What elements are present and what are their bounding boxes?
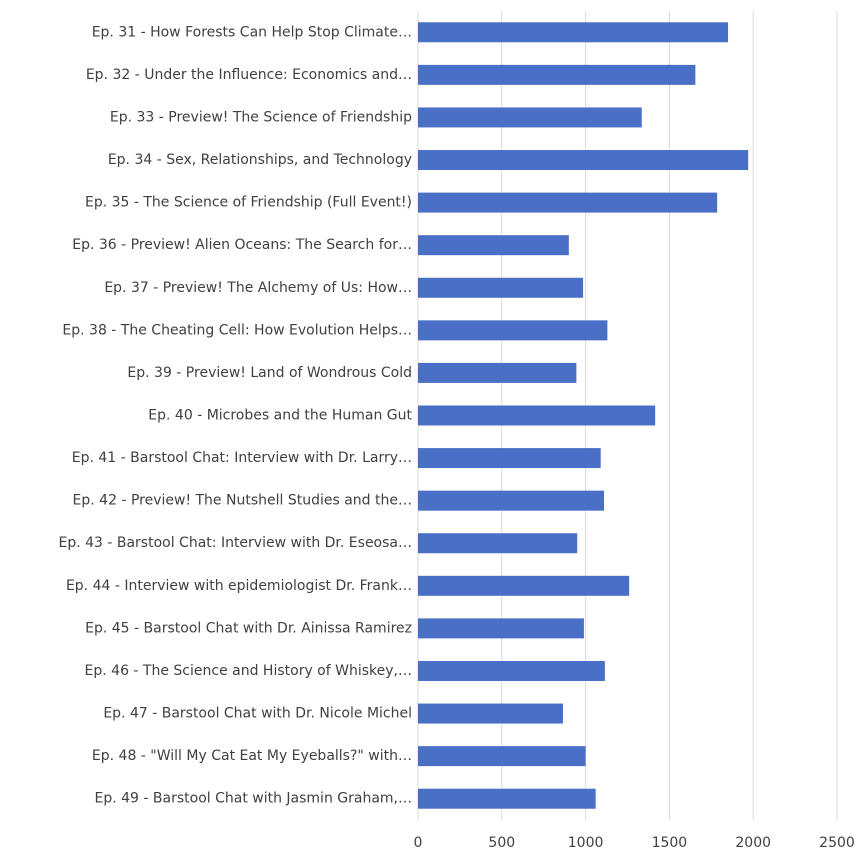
y-tick-label: Ep. 48 - "Will My Cat Eat My Eyeballs?" … — [92, 748, 412, 764]
bar — [418, 150, 749, 171]
bar — [418, 660, 605, 681]
bar — [418, 703, 563, 724]
bar — [418, 490, 605, 511]
y-tick-label: Ep. 39 - Preview! Land of Wondrous Cold — [127, 365, 412, 381]
x-tick-label: 500 — [488, 835, 515, 851]
y-tick-label: Ep. 34 - Sex, Relationships, and Technol… — [108, 152, 412, 168]
y-tick-label: Ep. 45 - Barstool Chat with Dr. Ainissa … — [85, 620, 412, 636]
x-tick-label: 2500 — [819, 835, 855, 851]
y-tick-label: Ep. 37 - Preview! The Alchemy of Us: How… — [104, 280, 412, 296]
y-tick-label: Ep. 42 - Preview! The Nutshell Studies a… — [73, 493, 412, 509]
bar — [418, 107, 642, 128]
x-tick-label: 1000 — [568, 835, 604, 851]
y-tick-label: Ep. 44 - Interview with epidemiologist D… — [66, 578, 412, 594]
y-tick-label: Ep. 43 - Barstool Chat: Interview with D… — [58, 535, 412, 551]
bar — [418, 746, 586, 767]
bar — [418, 575, 630, 596]
y-tick-label: Ep. 38 - The Cheating Cell: How Evolutio… — [62, 322, 412, 338]
y-tick-label: Ep. 35 - The Science of Friendship (Full… — [85, 195, 412, 211]
bar — [418, 448, 601, 469]
bar — [418, 235, 569, 256]
y-tick-label: Ep. 32 - Under the Influence: Economics … — [86, 67, 412, 83]
y-tick-label: Ep. 46 - The Science and History of Whis… — [85, 663, 412, 679]
y-tick-label: Ep. 31 - How Forests Can Help Stop Clima… — [92, 24, 412, 40]
y-tick-label: Ep. 47 - Barstool Chat with Dr. Nicole M… — [103, 706, 412, 722]
y-tick-label: Ep. 36 - Preview! Alien Oceans: The Sear… — [72, 237, 412, 253]
bar — [418, 788, 596, 809]
bar — [418, 362, 577, 383]
bar — [418, 320, 608, 341]
x-tick-label: 0 — [414, 835, 423, 851]
bar — [418, 618, 584, 639]
bar — [418, 405, 656, 426]
bar — [418, 22, 729, 43]
bar — [418, 277, 584, 298]
y-tick-label: Ep. 40 - Microbes and the Human Gut — [148, 408, 412, 424]
x-tick-label: 1500 — [652, 835, 688, 851]
y-tick-label: Ep. 33 - Preview! The Science of Friends… — [110, 109, 412, 125]
y-tick-label: Ep. 41 - Barstool Chat: Interview with D… — [72, 450, 412, 466]
x-tick-label: 2000 — [735, 835, 771, 851]
bar — [418, 533, 578, 554]
bar — [418, 64, 696, 85]
y-tick-label: Ep. 49 - Barstool Chat with Jasmin Graha… — [95, 791, 413, 807]
bar — [418, 192, 718, 213]
